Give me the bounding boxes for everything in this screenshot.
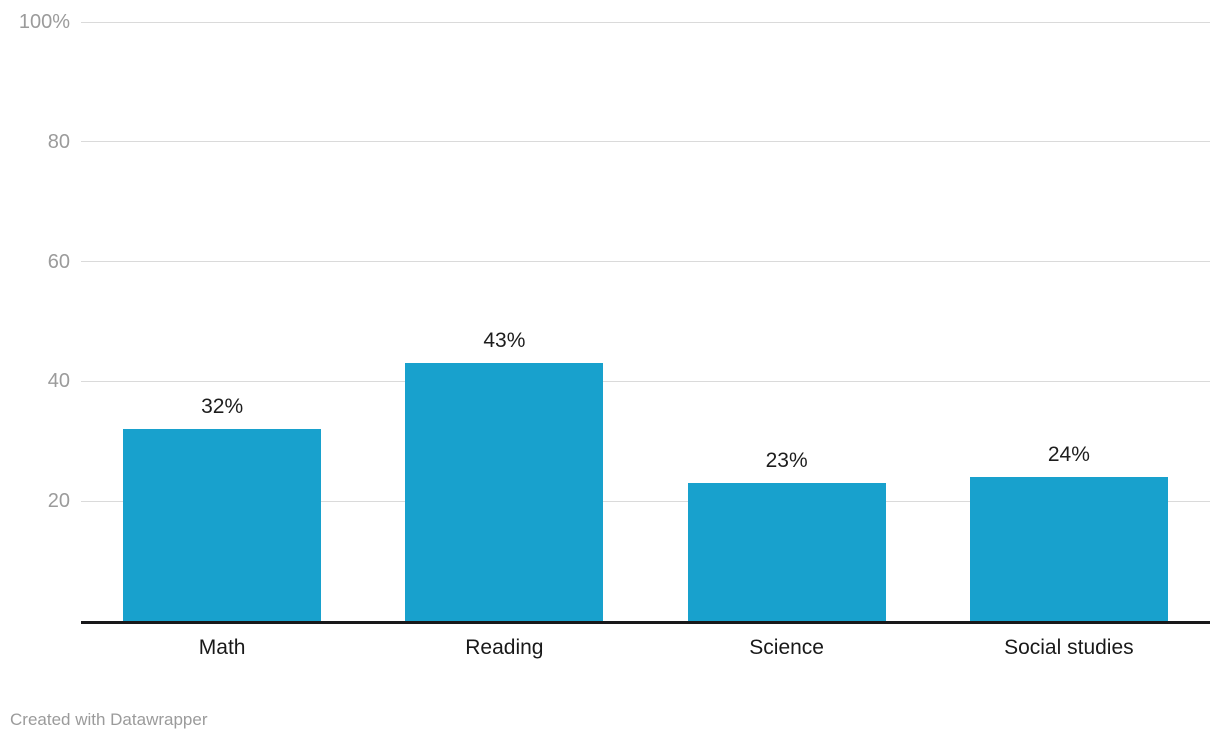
gridline: [81, 500, 1210, 502]
y-tick-label: 100%: [18, 11, 70, 33]
bar-math: [123, 429, 322, 621]
gridline: [81, 21, 1210, 23]
bar-social-studies: [969, 477, 1168, 621]
value-label-reading: 43%: [483, 329, 526, 353]
bar-reading: [405, 363, 604, 621]
gridline: [81, 141, 1210, 143]
value-label-social-studies: 24%: [1047, 443, 1090, 467]
x-axis-baseline: [81, 621, 1210, 624]
value-label-math: 32%: [201, 395, 244, 419]
category-label-science: Science: [749, 636, 824, 659]
y-tick-label: 40: [47, 370, 70, 393]
gridline: [81, 380, 1210, 382]
category-label-reading: Reading: [465, 636, 544, 659]
value-label-science: 23%: [765, 449, 808, 473]
bar-science: [687, 483, 886, 621]
category-label-social-studies: Social studies: [1004, 636, 1134, 659]
category-label-math: Math: [198, 636, 246, 659]
y-tick-label: 20: [47, 490, 70, 513]
y-tick-label: 60: [47, 250, 70, 273]
gridline: [81, 261, 1210, 263]
credit-text: Created with Datawrapper: [10, 710, 208, 729]
y-tick-label: 80: [47, 130, 70, 153]
